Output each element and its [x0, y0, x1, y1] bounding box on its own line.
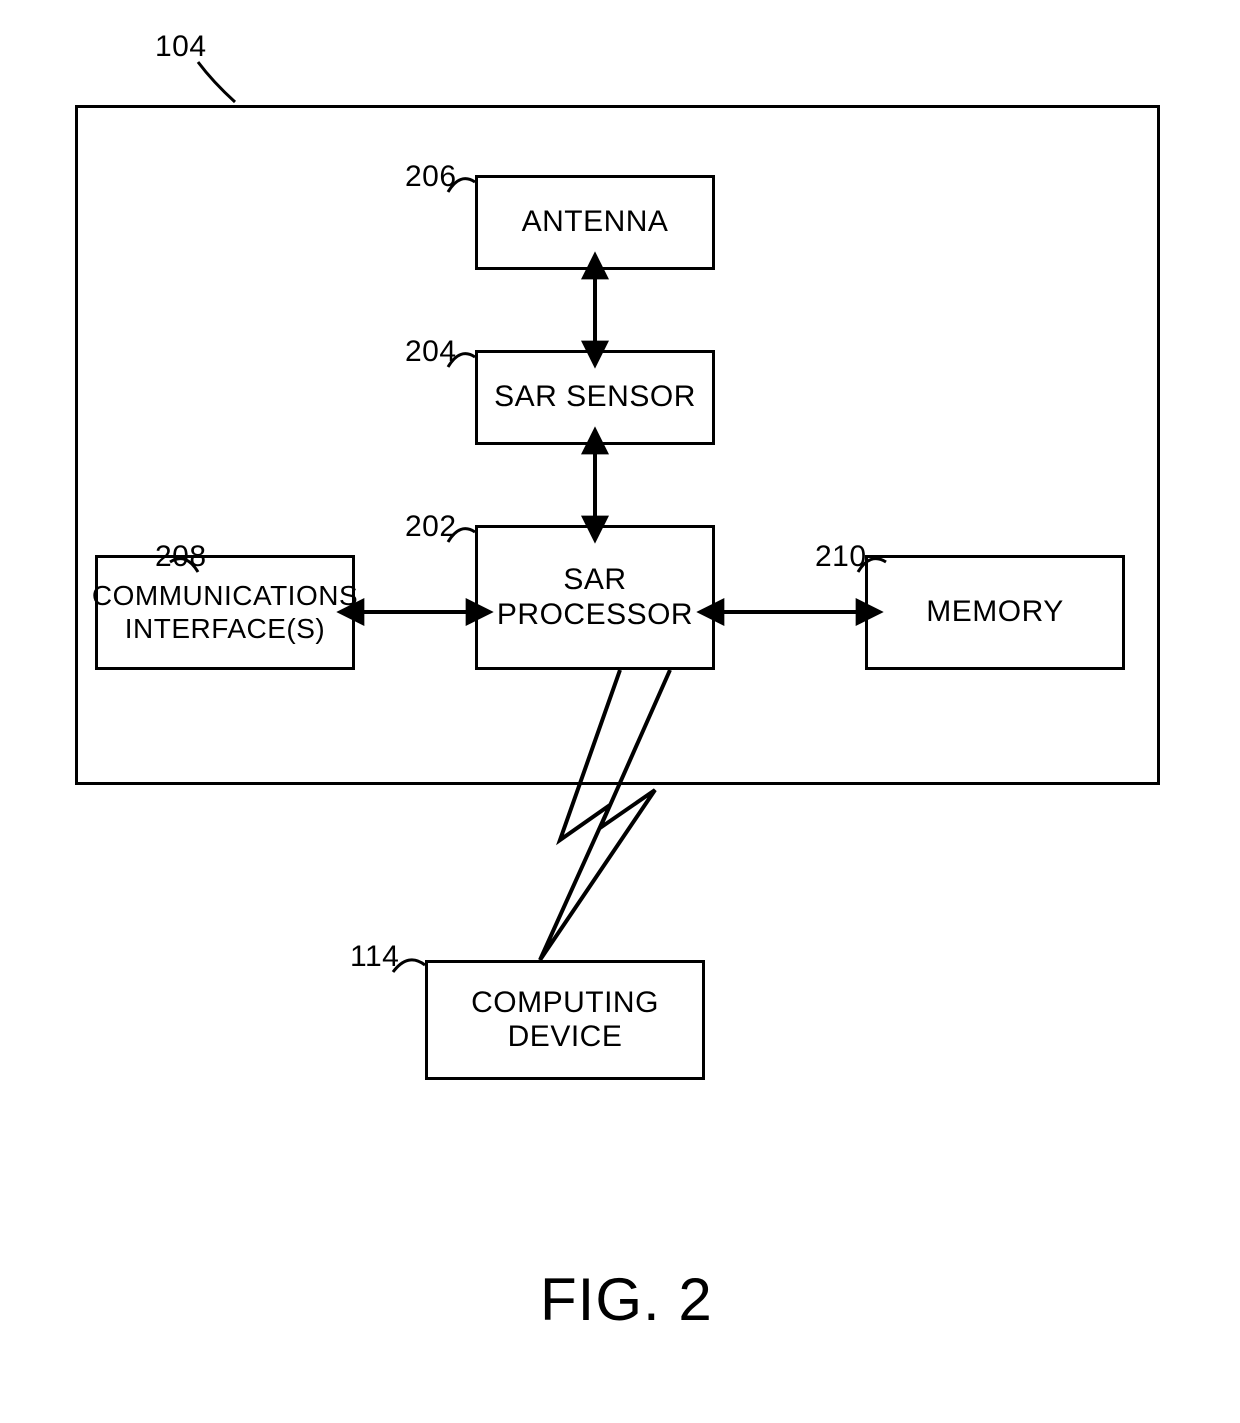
diagram-stage: 104 ANTENNA 206 SAR SENSOR 204 SAR PROCE… — [0, 0, 1240, 1423]
label-antenna: ANTENNA — [522, 205, 669, 240]
ref-114: 114 — [350, 940, 399, 974]
ref-208: 208 — [155, 540, 207, 574]
box-memory: MEMORY — [865, 555, 1125, 670]
label-comm: COMMUNICATIONS INTERFACE(S) — [92, 580, 358, 644]
ref-210: 210 — [815, 540, 867, 574]
figure-caption: FIG. 2 — [540, 1265, 713, 1334]
label-processor: SAR PROCESSOR — [486, 563, 704, 632]
box-antenna: ANTENNA — [475, 175, 715, 270]
box-sensor: SAR SENSOR — [475, 350, 715, 445]
ref-202: 202 — [405, 510, 457, 544]
ref-204: 204 — [405, 335, 457, 369]
box-computing: COMPUTING DEVICE — [425, 960, 705, 1080]
ref-206: 206 — [405, 160, 457, 194]
callout-104 — [198, 62, 235, 102]
box-processor: SAR PROCESSOR — [475, 525, 715, 670]
label-computing: COMPUTING DEVICE — [436, 986, 694, 1055]
label-sensor: SAR SENSOR — [494, 380, 696, 415]
ref-104: 104 — [155, 30, 207, 64]
box-comm: COMMUNICATIONS INTERFACE(S) — [95, 555, 355, 670]
label-memory: MEMORY — [926, 595, 1063, 630]
